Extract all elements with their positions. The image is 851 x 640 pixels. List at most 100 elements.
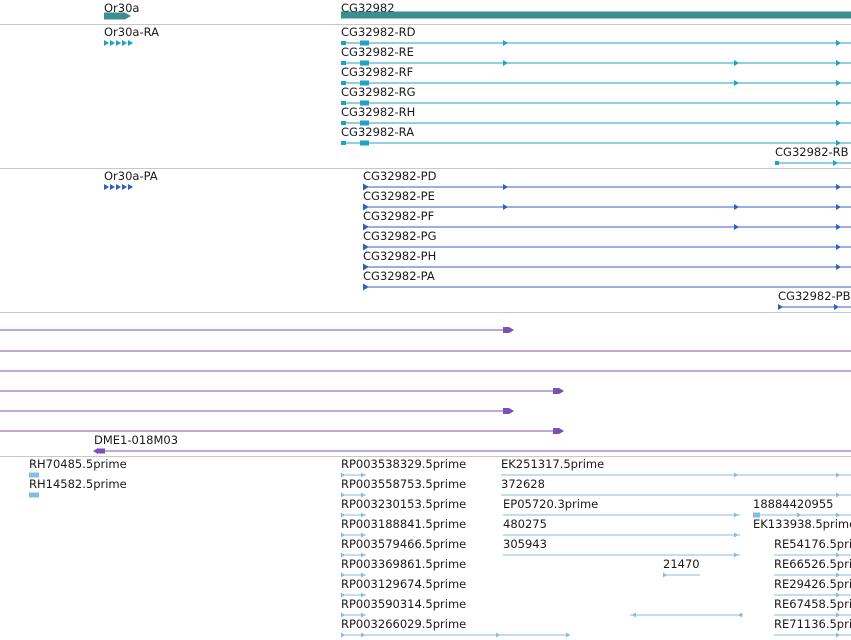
protein-label[interactable]: CG32982-PA bbox=[363, 269, 435, 283]
strand-arrow bbox=[836, 592, 841, 598]
est-label[interactable]: RP003579466.5prime bbox=[341, 537, 467, 551]
exon-arrow bbox=[116, 40, 122, 46]
protein-label[interactable]: Or30a-PA bbox=[104, 169, 158, 183]
protein-label[interactable]: CG32982-PE bbox=[363, 189, 435, 203]
strand-arrow bbox=[341, 612, 346, 618]
transcript-label[interactable]: CG32982-RD bbox=[341, 25, 416, 39]
exon-arrow bbox=[104, 40, 110, 46]
clone-end bbox=[553, 428, 559, 434]
strand-arrow bbox=[363, 283, 369, 291]
strand-arrow bbox=[734, 532, 739, 538]
transcript-label[interactable]: CG32982-RA bbox=[341, 125, 415, 139]
strand-arrow bbox=[361, 512, 366, 518]
transcript-label[interactable]: CG32982-RB bbox=[775, 145, 849, 159]
strand-arrow bbox=[341, 512, 346, 518]
strand-arrow bbox=[734, 512, 739, 518]
strand-arrow bbox=[663, 572, 668, 578]
est-label[interactable]: RP003129674.5prime bbox=[341, 577, 467, 591]
transcript-label[interactable]: CG32982-RF bbox=[341, 65, 414, 79]
transcript-label[interactable]: Or30a-RA bbox=[104, 25, 160, 39]
exon-arrow bbox=[110, 184, 116, 190]
strand-arrow bbox=[734, 204, 740, 210]
exon-arrow bbox=[122, 40, 128, 46]
est-label[interactable]: EK133938.5prime bbox=[753, 517, 851, 531]
est-feature bbox=[29, 472, 39, 478]
protein-label[interactable]: CG32982-PB bbox=[778, 289, 851, 303]
est-label[interactable]: RP003538329.5prime bbox=[341, 457, 467, 471]
est-label[interactable]: 305943 bbox=[503, 537, 547, 551]
strand-arrow bbox=[836, 244, 842, 250]
strand-arrow bbox=[503, 204, 509, 210]
protein-label[interactable]: CG32982-PF bbox=[363, 209, 435, 223]
est-label[interactable]: 480275 bbox=[503, 517, 547, 531]
est-label[interactable]: RE67458.5prime bbox=[774, 597, 851, 611]
strand-arrow bbox=[361, 532, 366, 538]
est-label[interactable]: 18884420955 bbox=[753, 497, 834, 511]
est-label[interactable]: EP05720.3prime bbox=[503, 497, 599, 511]
est-label[interactable]: RP003266029.5prime bbox=[341, 617, 467, 631]
transcript-label[interactable]: CG32982-RG bbox=[341, 85, 416, 99]
strand-arrow bbox=[503, 60, 509, 66]
strand-arrow bbox=[836, 184, 842, 190]
gene-label-or30a[interactable]: Or30a bbox=[104, 1, 140, 15]
transcript-label[interactable]: CG32982-RH bbox=[341, 105, 416, 119]
est-label[interactable]: RH14582.5prime bbox=[29, 477, 127, 491]
est-label[interactable]: RE71136.5prime bbox=[774, 617, 851, 631]
strand-arrow bbox=[361, 592, 366, 598]
est-label[interactable]: RH70485.5prime bbox=[29, 457, 127, 471]
strand-arrow bbox=[509, 327, 515, 333]
strand-arrow bbox=[631, 612, 636, 618]
strand-arrow bbox=[559, 428, 565, 434]
clone-end bbox=[503, 408, 509, 414]
est-label[interactable]: RE54176.5prime bbox=[774, 537, 851, 551]
gene-label-cg32982[interactable]: CG32982 bbox=[341, 1, 395, 15]
strand-arrow bbox=[341, 552, 346, 558]
exon-arrow bbox=[110, 40, 116, 46]
transcript-exon bbox=[360, 140, 369, 146]
clone-end bbox=[503, 327, 509, 333]
est-label[interactable]: RE66526.5prime bbox=[774, 557, 851, 571]
est-label[interactable]: RE29426.5prime bbox=[774, 577, 851, 591]
strand-arrow bbox=[797, 512, 802, 518]
strand-arrow bbox=[734, 60, 740, 66]
est-label[interactable]: RP003230153.5prime bbox=[341, 497, 467, 511]
strand-arrow bbox=[836, 120, 842, 126]
clone-label[interactable]: DME1-018M03 bbox=[94, 433, 179, 447]
strand-arrow bbox=[836, 472, 841, 478]
transcript-exon bbox=[775, 161, 779, 165]
est-label[interactable]: EK251317.5prime bbox=[501, 457, 605, 471]
strand-arrow bbox=[361, 472, 366, 478]
strand-arrow bbox=[836, 512, 841, 518]
strand-arrow bbox=[734, 80, 740, 86]
transcript-label[interactable]: CG32982-RE bbox=[341, 45, 414, 59]
est-label[interactable]: RP003590314.5prime bbox=[341, 597, 467, 611]
strand-arrow bbox=[833, 160, 839, 166]
strand-arrow bbox=[341, 472, 346, 478]
clone-end bbox=[553, 388, 559, 394]
strand-arrow bbox=[559, 388, 565, 394]
gene-or30a bbox=[104, 12, 125, 20]
strand-arrow bbox=[836, 60, 842, 66]
strand-arrow bbox=[737, 612, 742, 618]
gene-or30a-arrow bbox=[125, 12, 131, 20]
est-label[interactable]: 372628 bbox=[501, 477, 545, 491]
transcript-exon bbox=[360, 40, 369, 46]
strand-arrow bbox=[503, 184, 509, 190]
transcript-exon bbox=[341, 81, 346, 85]
est-label[interactable]: 21470 bbox=[663, 557, 700, 571]
strand-arrow bbox=[734, 224, 740, 230]
strand-arrow bbox=[734, 472, 739, 478]
est-label[interactable]: RP003369861.5prime bbox=[341, 557, 467, 571]
est-label[interactable]: RP003188841.5prime bbox=[341, 517, 467, 531]
strand-arrow bbox=[363, 203, 369, 211]
clone-end bbox=[98, 448, 105, 454]
protein-label[interactable]: CG32982-PG bbox=[363, 229, 437, 243]
strand-arrow bbox=[836, 612, 841, 618]
strand-arrow bbox=[503, 40, 509, 46]
est-label[interactable]: RP003558753.5prime bbox=[341, 477, 467, 491]
protein-label[interactable]: CG32982-PD bbox=[363, 169, 437, 183]
transcript-exon bbox=[360, 60, 369, 66]
protein-label[interactable]: CG32982-PH bbox=[363, 249, 437, 263]
transcript-exon bbox=[341, 141, 346, 145]
strand-arrow bbox=[836, 264, 842, 270]
